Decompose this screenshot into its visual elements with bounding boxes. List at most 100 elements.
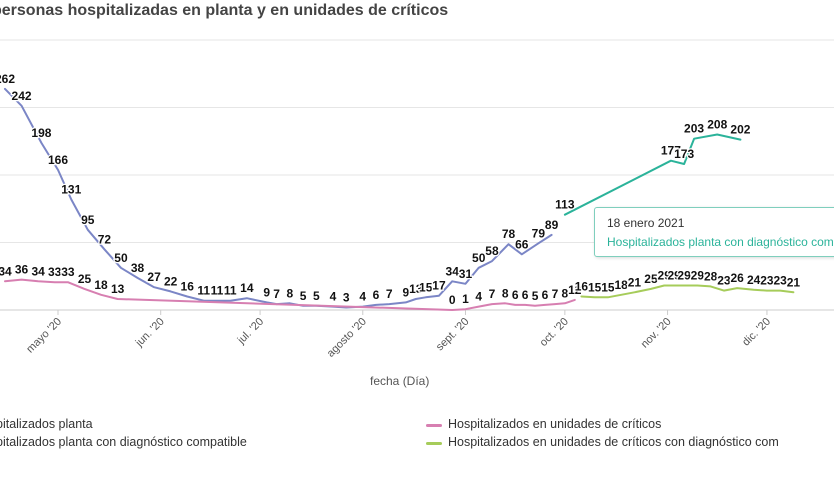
- data-label: 5: [300, 289, 307, 303]
- data-label: 6: [512, 288, 519, 302]
- data-label: 34: [31, 264, 45, 278]
- legend-swatch: [426, 442, 442, 445]
- data-label: 9: [402, 285, 409, 299]
- legend: pitalizados planta pitalizados planta co…: [0, 412, 834, 452]
- data-label: 58: [485, 244, 499, 258]
- data-label: 89: [545, 218, 559, 232]
- data-label: 16: [181, 280, 195, 294]
- x-tick-label: sept. '20: [434, 316, 472, 354]
- data-label: 12: [568, 283, 582, 297]
- data-label: 50: [114, 251, 128, 265]
- data-label: 14: [240, 281, 254, 295]
- data-label: 78: [502, 227, 516, 241]
- chart-title: personas hospitalizadas en planta y en u…: [0, 2, 449, 19]
- data-label: 31: [459, 267, 473, 281]
- data-label: 13: [111, 282, 125, 296]
- data-label: 3: [343, 290, 350, 304]
- legend-label: pitalizados planta: [0, 417, 93, 431]
- data-label: 202: [730, 123, 750, 137]
- data-label: 6: [542, 288, 549, 302]
- series-line-2[interactable]: [4, 278, 576, 311]
- legend-item-planta-compatible[interactable]: pitalizados planta con diagnóstico compa…: [0, 435, 247, 449]
- tooltip-date: 18 enero 2021: [607, 216, 685, 230]
- data-label: 95: [81, 213, 95, 227]
- data-label: 15: [419, 280, 433, 294]
- data-label: 262: [0, 72, 15, 86]
- data-label: 23: [774, 274, 788, 288]
- data-label: 7: [489, 287, 496, 301]
- data-label: 166: [48, 153, 68, 167]
- data-label: 5: [313, 289, 320, 303]
- x-tick-label: nov. '20: [639, 316, 674, 351]
- x-axis-label: fecha (Día): [370, 374, 430, 388]
- data-label: 66: [515, 237, 529, 251]
- data-label: 24: [747, 273, 761, 287]
- grid-lines: [0, 39, 834, 311]
- data-label: 6: [522, 288, 529, 302]
- data-label: 177: [661, 144, 681, 158]
- data-label: 50: [472, 251, 486, 265]
- data-label: 21: [787, 275, 801, 289]
- series-line-3[interactable]: [563, 133, 742, 216]
- data-label: 7: [386, 287, 393, 301]
- data-label: 33: [61, 265, 75, 279]
- data-label: 203: [684, 122, 704, 136]
- data-label: 15: [601, 280, 615, 294]
- data-label: 72: [98, 232, 112, 246]
- legend-item-planta[interactable]: pitalizados planta: [0, 417, 93, 431]
- data-label: 25: [78, 272, 92, 286]
- data-label: 8: [502, 286, 509, 300]
- data-label: 25: [644, 272, 658, 286]
- data-label: 18: [614, 278, 628, 292]
- data-label: 29: [658, 269, 672, 283]
- x-axis-ticks: mayo '20 jun. '20 jul. '20 agosto '20 sept. …: [24, 310, 773, 360]
- data-label: 23: [717, 274, 731, 288]
- data-label: 131: [61, 182, 81, 196]
- data-label: 242: [12, 89, 32, 103]
- chart-tooltip: 18 enero 2021 Hospitalizados planta con …: [594, 207, 834, 257]
- x-tick-label: jun. '20: [133, 316, 167, 350]
- data-label: 29: [677, 269, 691, 283]
- data-label: 113: [555, 198, 575, 212]
- series-lines: [4, 87, 795, 311]
- data-label: 22: [164, 274, 178, 288]
- data-label: 17: [432, 279, 446, 293]
- data-label: 8: [562, 286, 569, 300]
- data-label: 4: [359, 290, 366, 304]
- data-label: 13: [409, 282, 423, 296]
- data-label: 15: [588, 280, 602, 294]
- x-tick-label: dic. '20: [740, 316, 773, 349]
- data-label: 173: [674, 147, 694, 161]
- data-label: 29: [667, 269, 681, 283]
- data-label: 6: [373, 288, 380, 302]
- series-line-4[interactable]: [580, 284, 795, 299]
- data-label: 11: [211, 284, 224, 298]
- data-label: 36: [15, 263, 29, 277]
- legend-label: Hospitalizados en unidades de críticos: [448, 417, 662, 431]
- x-tick-label: oct. '20: [538, 316, 571, 349]
- data-label: 4: [330, 290, 337, 304]
- data-label: 8: [287, 286, 294, 300]
- data-label: 23: [760, 274, 774, 288]
- data-label: 18: [94, 278, 108, 292]
- data-label: 28: [704, 269, 718, 283]
- data-label: 0: [449, 293, 456, 307]
- data-label: 21: [628, 275, 642, 289]
- data-label: 7: [552, 287, 559, 301]
- data-label: 11: [224, 284, 237, 298]
- tooltip-series-name: Hospitalizados planta con diagnóstico co…: [607, 235, 834, 249]
- data-label: 198: [31, 126, 51, 140]
- data-label: 33: [48, 265, 62, 279]
- data-label: 7: [273, 287, 280, 301]
- data-label: 11: [197, 284, 210, 298]
- data-label: 1: [462, 292, 469, 306]
- data-label: 38: [131, 261, 145, 275]
- legend-swatch: [426, 424, 442, 427]
- x-tick-label: jul. '20: [235, 316, 266, 347]
- legend-label: Hospitalizados en unidades de críticos c…: [448, 435, 779, 449]
- data-label: 79: [532, 226, 546, 240]
- data-label: 29: [691, 269, 705, 283]
- data-label: 27: [147, 270, 161, 284]
- data-label: 16: [575, 280, 589, 294]
